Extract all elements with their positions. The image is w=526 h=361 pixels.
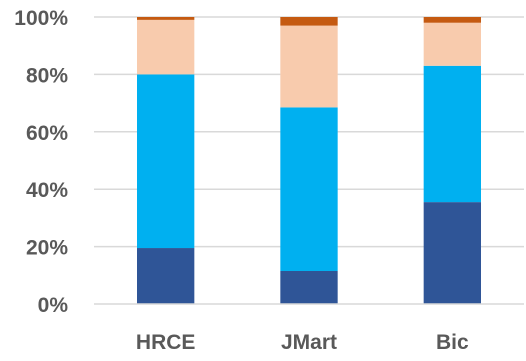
- y-tick-label: 80%: [26, 64, 68, 87]
- bars: [137, 17, 481, 304]
- y-tick-labels: 0% 20% 40% 60% 80% 100%: [14, 7, 68, 317]
- x-tick-label: Bic: [436, 331, 469, 354]
- y-tick-label: 0%: [38, 294, 69, 317]
- x-tick-labels: HRCE JMart Bic: [136, 331, 469, 354]
- x-tick-label: JMart: [281, 331, 337, 354]
- bar-segment: [137, 17, 195, 20]
- bar-segment: [423, 65, 481, 203]
- bar-segment: [280, 17, 338, 26]
- y-tick-label: 100%: [14, 7, 68, 30]
- bar-segment: [137, 19, 195, 75]
- bar-segment: [423, 202, 481, 304]
- bar-segment: [423, 22, 481, 66]
- bar-segment: [137, 248, 195, 304]
- bar-segment: [280, 270, 338, 304]
- bar-segment: [280, 107, 338, 271]
- y-tick-label: 20%: [26, 237, 68, 260]
- y-tick-label: 60%: [26, 122, 68, 145]
- y-tick-label: 40%: [26, 179, 68, 202]
- bar-segment: [280, 25, 338, 108]
- bar-segment: [137, 74, 195, 249]
- bar-segment: [423, 17, 481, 23]
- x-tick-label: HRCE: [136, 331, 196, 354]
